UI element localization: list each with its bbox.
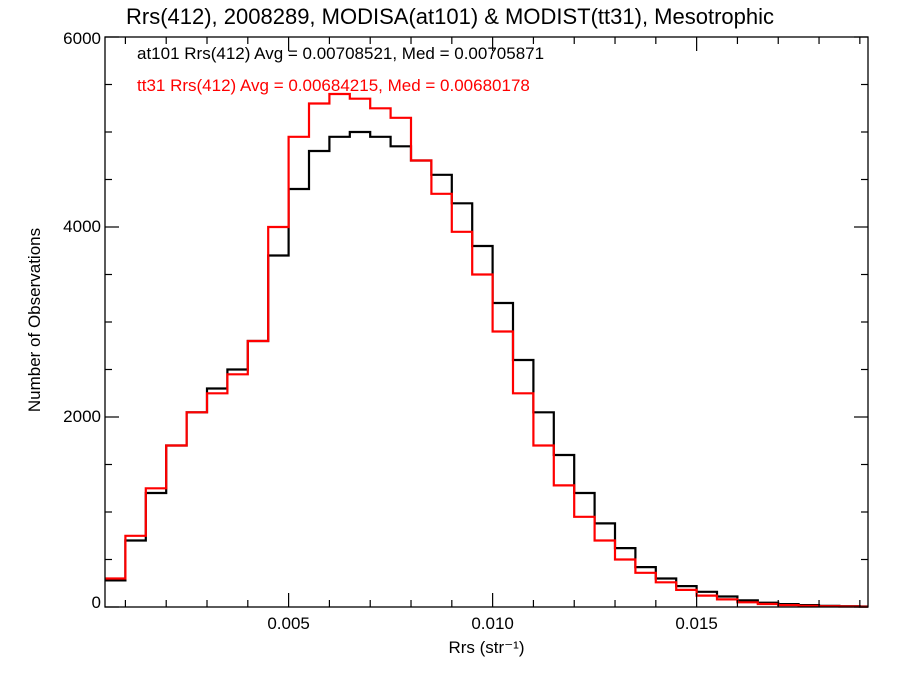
series-line-at101	[105, 130, 868, 608]
tick-layer	[105, 36, 868, 608]
plot-frame	[104, 36, 869, 608]
y-tick-label: 4000	[63, 217, 101, 236]
y-tick-label: 0	[91, 593, 101, 612]
legend-entry-tt31: tt31 Rrs(412) Avg = 0.00684215, Med = 0.…	[137, 76, 530, 95]
y-tick-label: 2000	[63, 407, 101, 426]
x-tick-label: 0.015	[675, 614, 718, 633]
series-line-tt31	[105, 92, 868, 608]
x-tick-label: 0.010	[471, 614, 514, 633]
legend-entry-at101: at101 Rrs(412) Avg = 0.00708521, Med = 0…	[137, 44, 545, 63]
series-layer	[105, 92, 868, 608]
x-tick-label: 0.005	[267, 614, 310, 633]
chart-title: Rrs(412), 2008289, MODISA(at101) & MODIS…	[125, 4, 774, 29]
x-axis-label: Rrs (str⁻¹)	[448, 638, 525, 657]
y-tick-label: 6000	[63, 29, 101, 48]
